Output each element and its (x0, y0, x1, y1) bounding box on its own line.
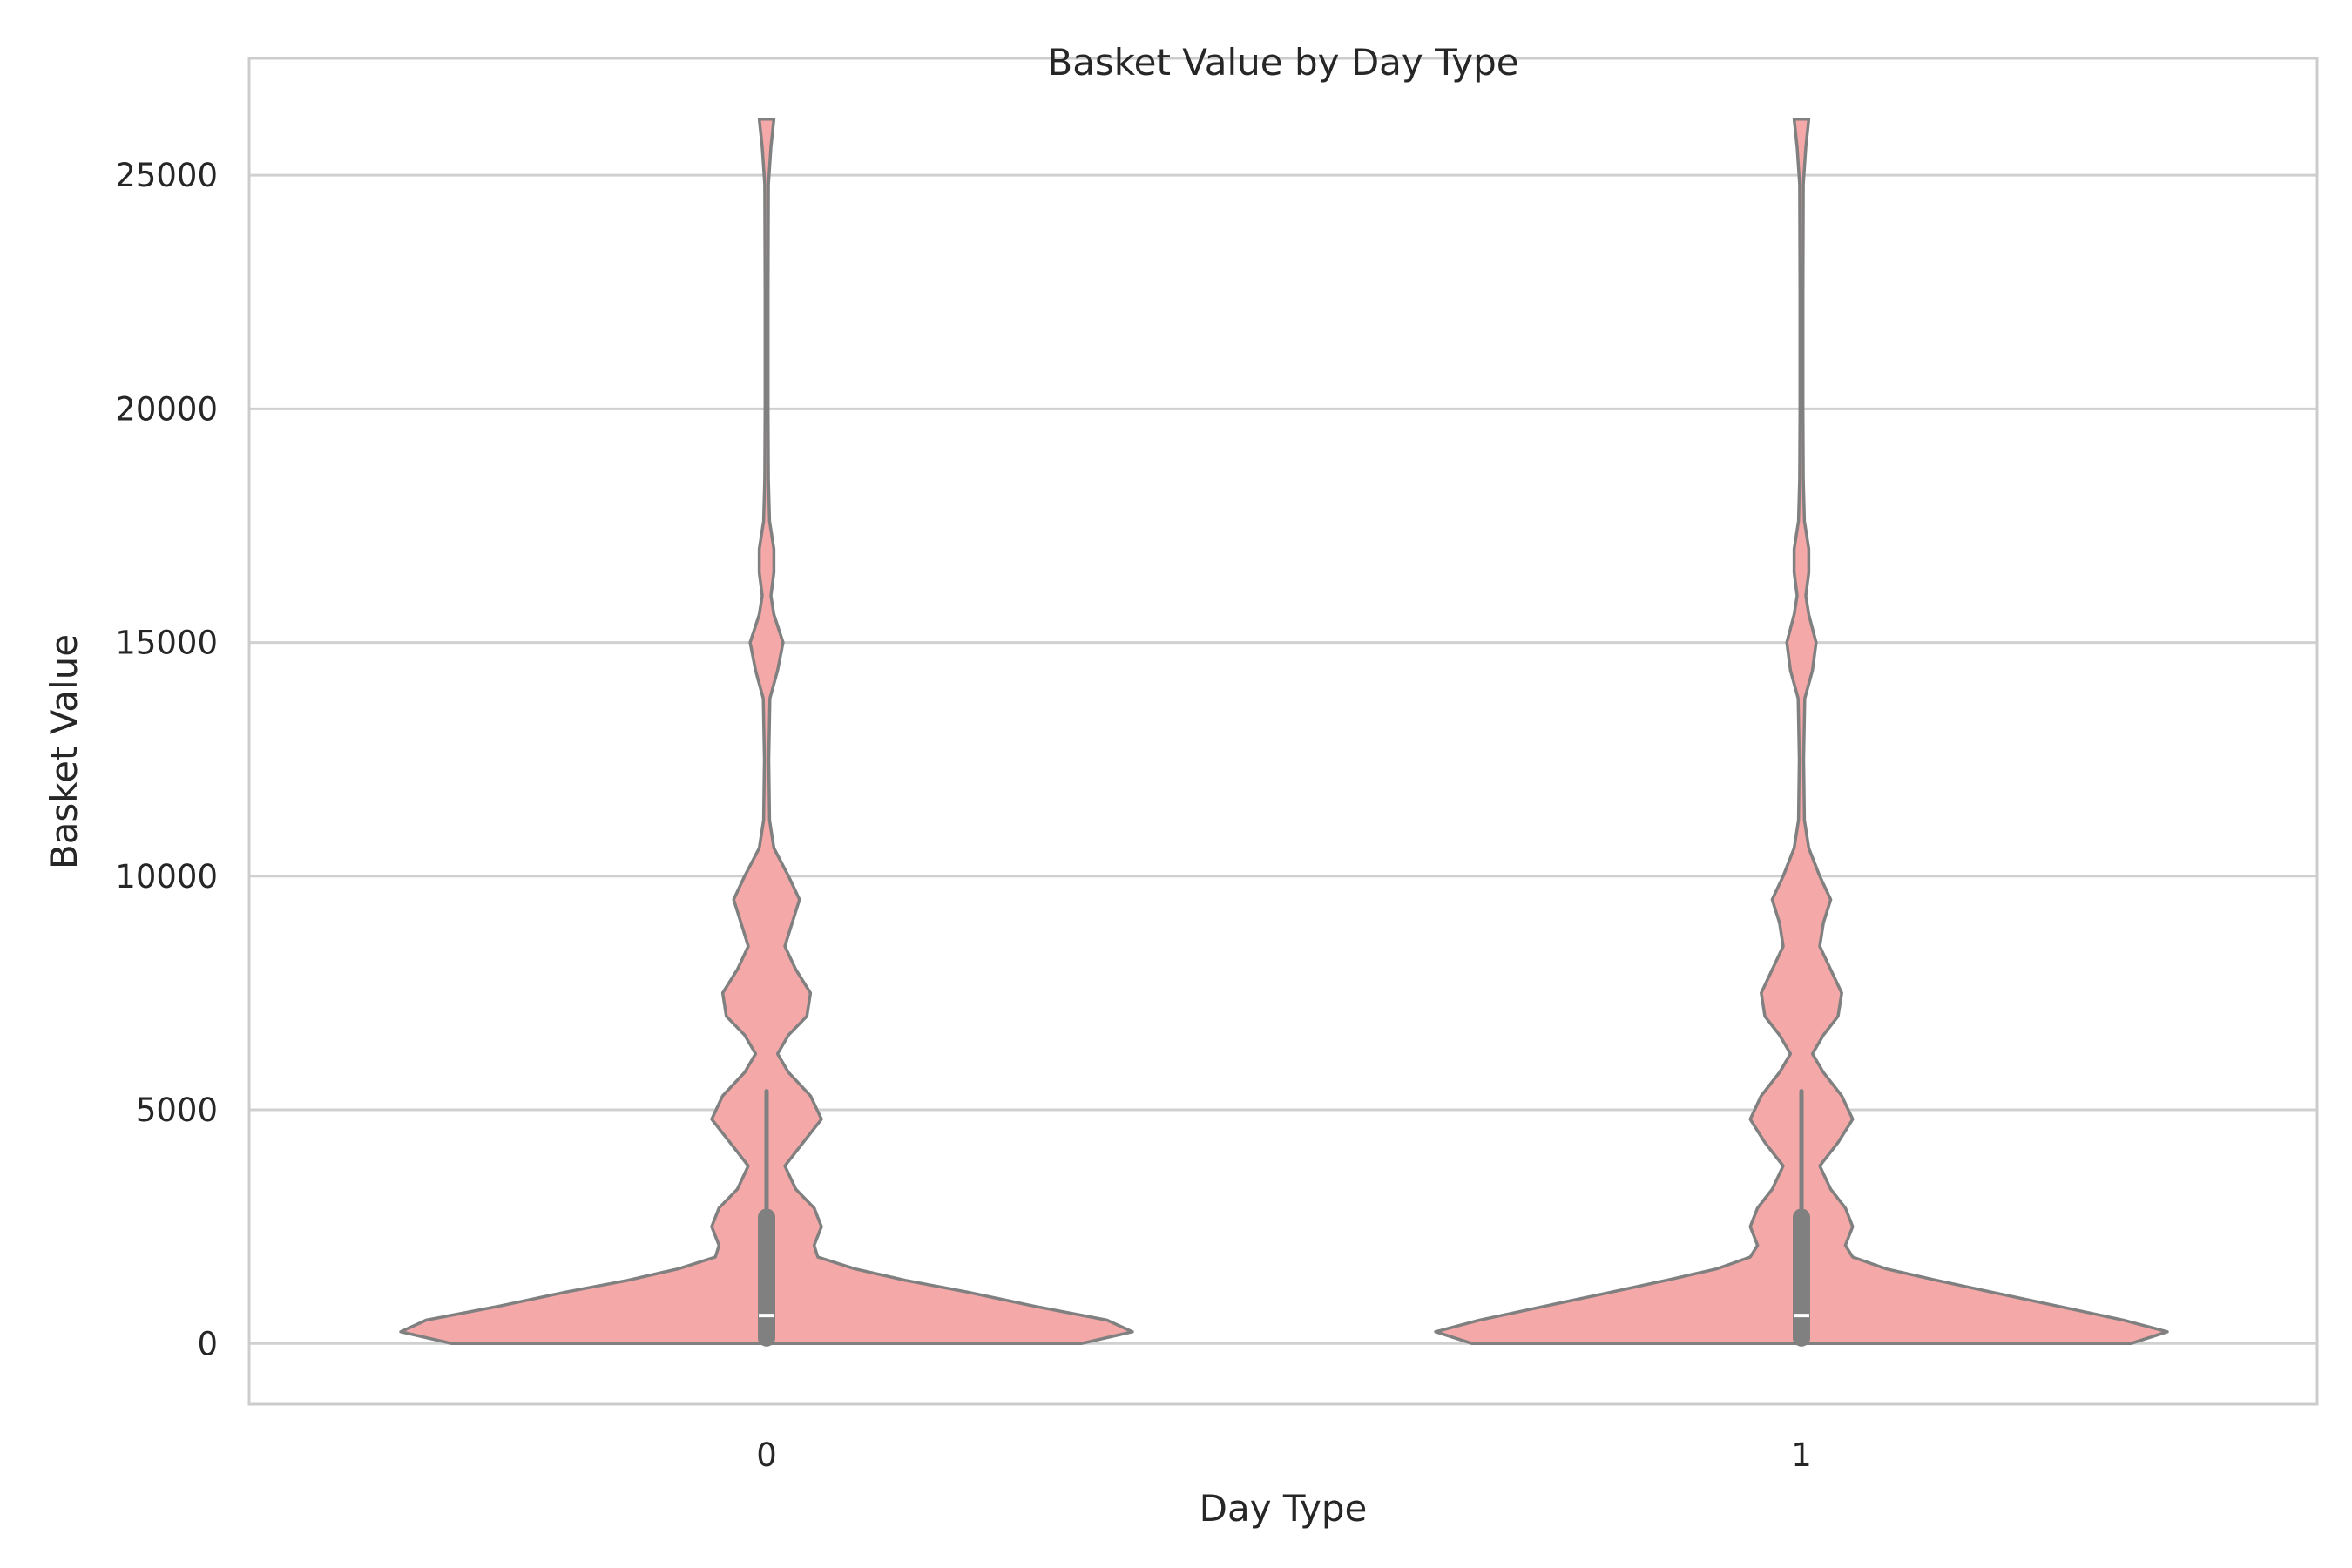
violin-body-1 (1434, 117, 2169, 1346)
y-tick-label: 20000 (115, 390, 218, 428)
violin-body-0 (399, 117, 1134, 1346)
x-axis-label: Day Type (1200, 1487, 1368, 1530)
y-tick-label: 5000 (136, 1092, 218, 1129)
x-tick-label: 0 (756, 1436, 777, 1474)
y-tick-labels: 0 5000 10000 15000 20000 25000 (115, 157, 218, 1362)
plot-frame (247, 57, 2319, 1406)
chart-title: Basket Value by Day Type (1047, 41, 1518, 84)
y-tick-label: 0 (197, 1325, 218, 1362)
violins (399, 117, 2169, 1347)
y-tick-label: 10000 (115, 858, 218, 896)
y-axis-label: Basket Value (43, 634, 85, 869)
y-tick-label: 15000 (115, 625, 218, 662)
y-tick-label: 25000 (115, 157, 218, 194)
x-tick-label: 1 (1791, 1436, 1812, 1474)
